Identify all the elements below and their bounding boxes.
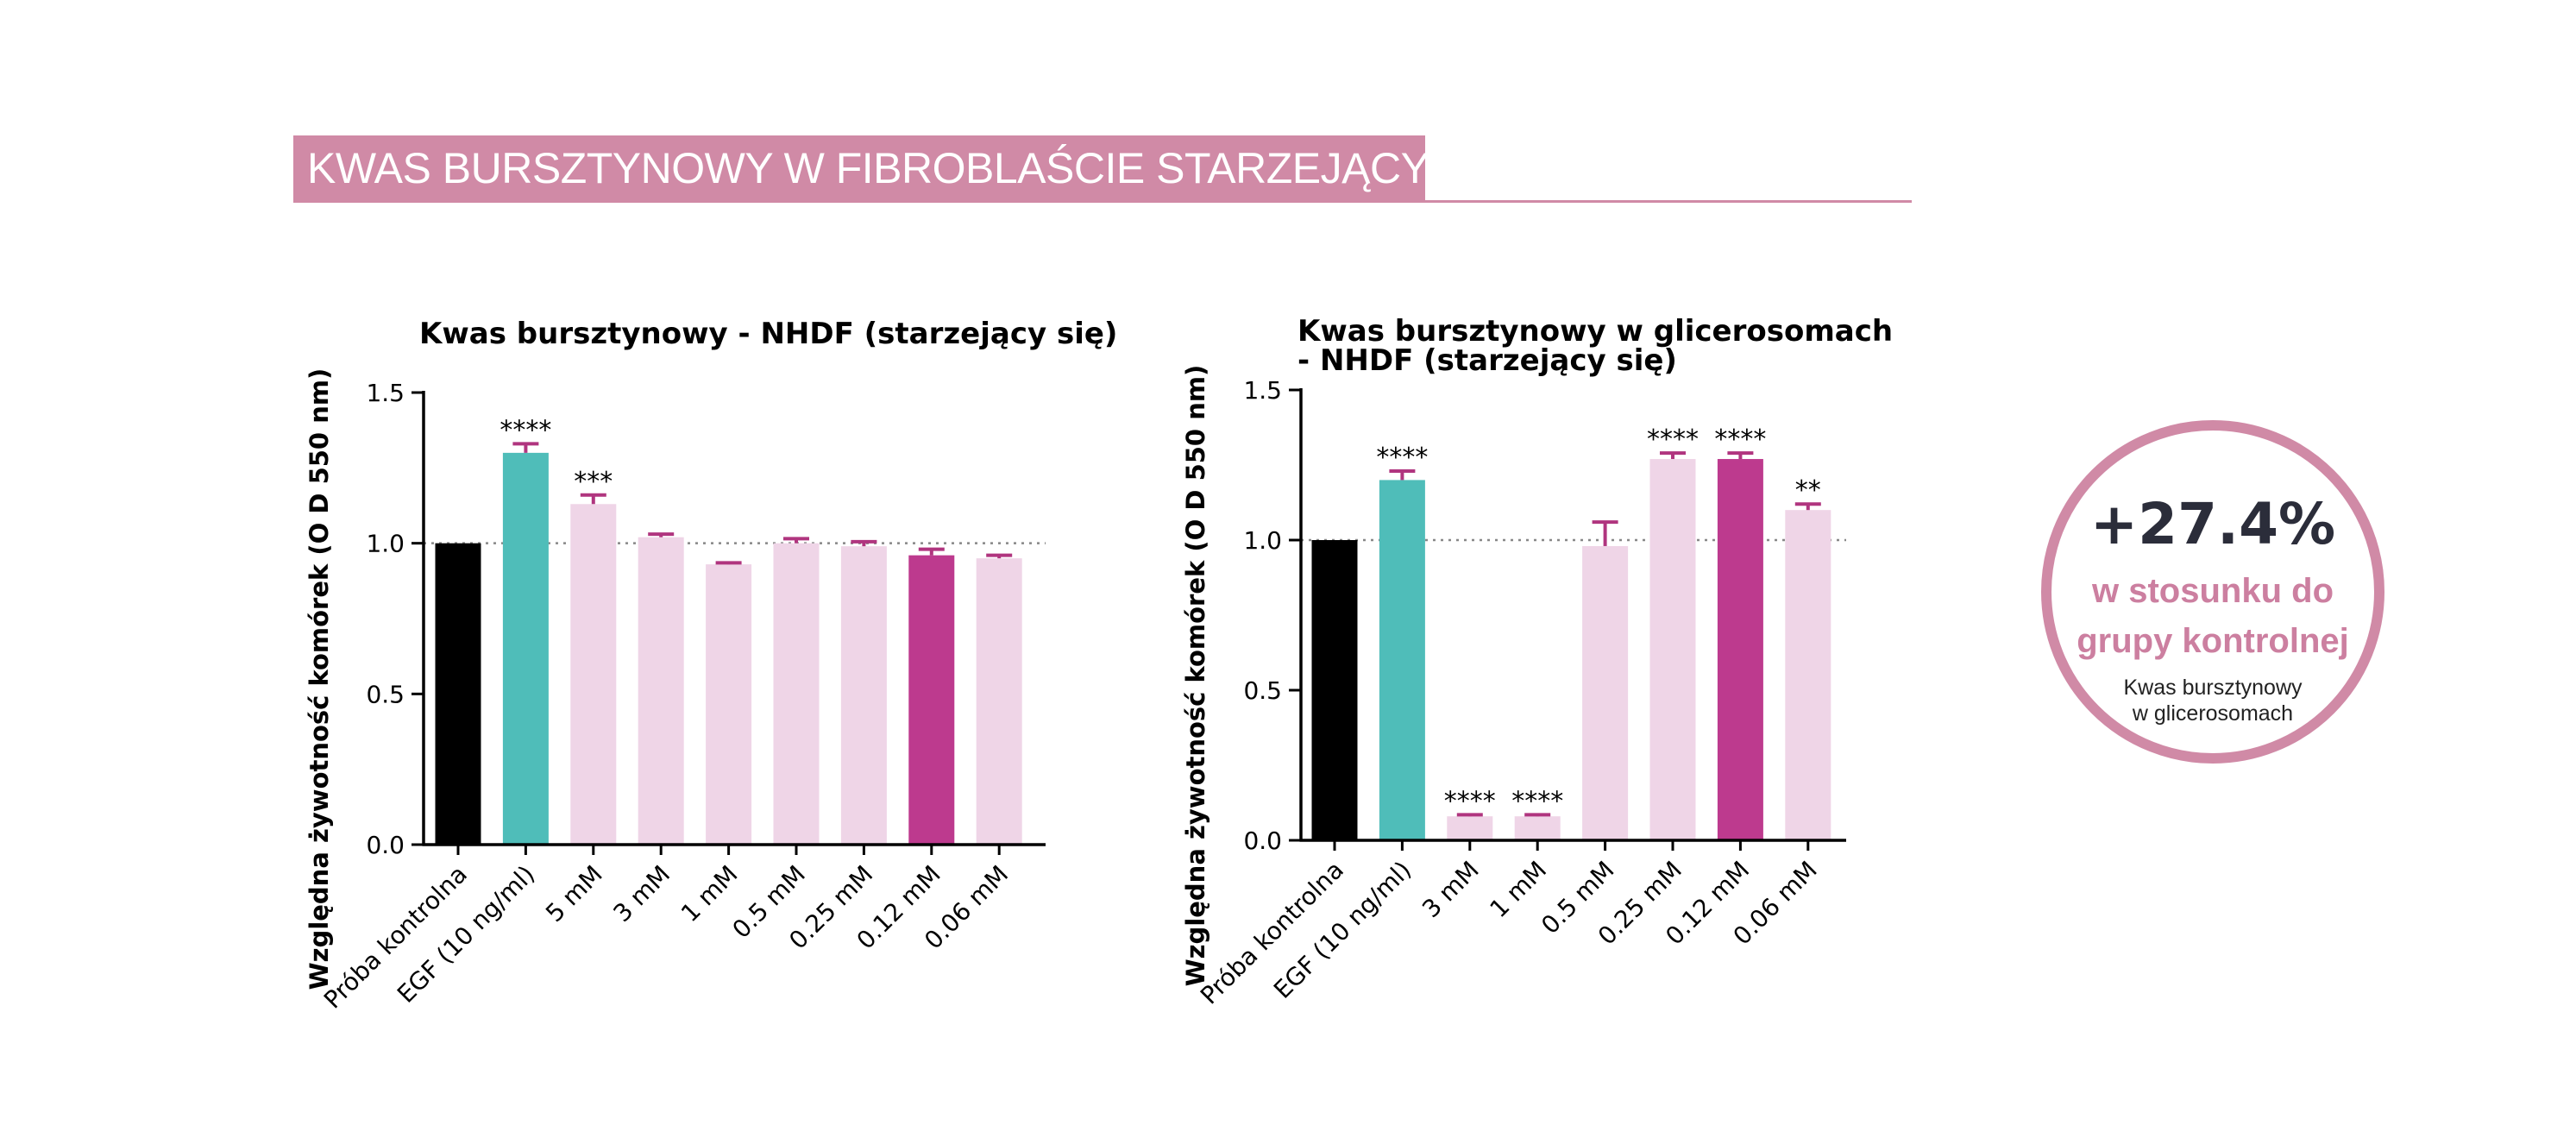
bar: [1379, 480, 1425, 840]
bar: [840, 546, 887, 845]
y-tick-label: 0.5: [1243, 676, 1282, 705]
y-tick-label: 0.0: [1243, 827, 1282, 855]
y-tick-label: 0.0: [366, 831, 405, 859]
bar: [1649, 459, 1696, 840]
bar: [1311, 540, 1358, 840]
significance-label: ****: [1376, 443, 1428, 473]
significance-label: ****: [499, 415, 551, 445]
bar: [1582, 545, 1629, 840]
callout-line-2: grupy kontrolnej: [2077, 622, 2349, 660]
bar: [706, 564, 752, 845]
bar: [638, 537, 684, 845]
header-bar: [293, 135, 1425, 202]
significance-label: ****: [1714, 424, 1766, 455]
significance-label: ****: [1444, 786, 1496, 816]
bar: [1514, 816, 1561, 840]
callout-subtitle: Kwas bursztynowy w glicerosomach: [2077, 675, 2348, 726]
y-tick-label: 1.5: [366, 379, 405, 407]
chart-title-line: - NHDF (starzejący się): [1297, 343, 1677, 378]
bar: [773, 543, 820, 845]
significance-label: ****: [1511, 786, 1563, 816]
bar: [502, 452, 549, 845]
bar: [1717, 459, 1763, 840]
y-axis-label: Względna żywotność komórek (O D 550 nm): [305, 368, 334, 990]
page-title: KWAS BURSZTYNOWY W FIBROBLAŚCIE STARZEJĄ…: [307, 144, 1545, 192]
significance-label: **: [1795, 475, 1821, 506]
callout-percent: +27.4%: [2089, 491, 2336, 557]
callout-description: w stosunku do grupy kontrolnej: [2060, 566, 2366, 666]
bar: [1447, 816, 1493, 840]
chart-title: Kwas bursztynowy - NHDF (starzejący się): [419, 317, 1117, 351]
bar: [435, 543, 481, 845]
y-tick-label: 0.5: [366, 680, 405, 708]
bar: [1785, 510, 1831, 840]
y-tick-label: 1.0: [1243, 526, 1282, 555]
callout-sub-1: Kwas bursztynowy: [2123, 676, 2303, 700]
significance-label: ***: [574, 467, 613, 497]
bar: [976, 558, 1022, 845]
bar: [908, 555, 955, 845]
bar: [570, 504, 617, 845]
callout-line-1: w stosunku do: [2092, 572, 2334, 610]
y-axis-label: Względna żywotność komórek (O D 550 nm): [1181, 365, 1210, 987]
header-underline: [293, 200, 1912, 203]
significance-label: ****: [1647, 424, 1699, 455]
y-tick-label: 1.5: [1243, 376, 1282, 405]
callout-sub-2: w glicerosomach: [2132, 701, 2294, 726]
chart-title-line: Kwas bursztynowy w glicerosomach: [1297, 314, 1893, 349]
y-tick-label: 1.0: [366, 530, 405, 558]
x-tick-label: 3 mM: [1417, 856, 1485, 924]
result-callout-circle: +27.4% w stosunku do grupy kontrolnej Kw…: [2041, 420, 2384, 764]
